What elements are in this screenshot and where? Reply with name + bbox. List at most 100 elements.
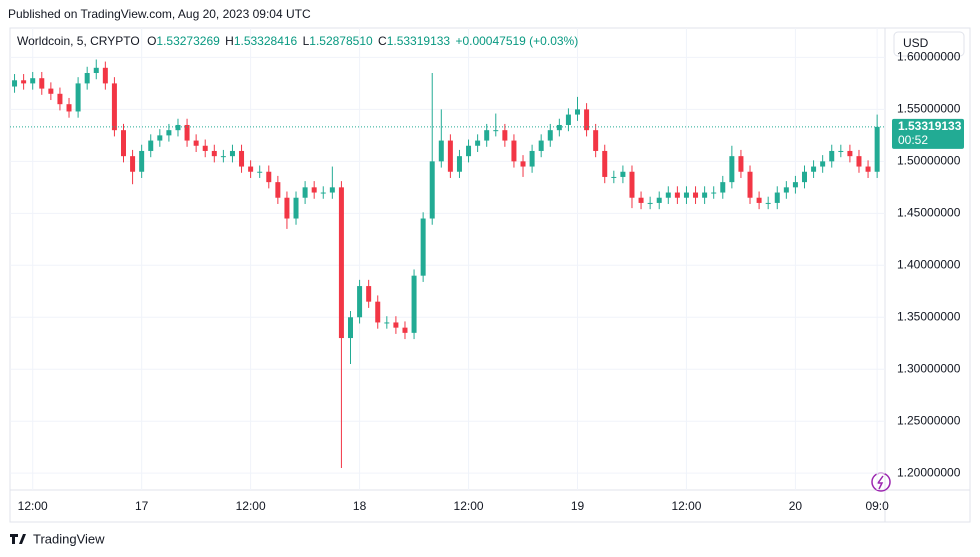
y-tick-label: 1.35000000 xyxy=(897,309,961,323)
candle-body xyxy=(184,124,190,141)
candle-body xyxy=(12,80,18,87)
candle-body xyxy=(384,322,390,324)
candle-body xyxy=(402,327,408,333)
candle-body xyxy=(130,156,136,172)
symbol: Worldcoin, 5, CRYPTO xyxy=(17,34,140,48)
currency-button[interactable] xyxy=(893,31,965,57)
candle-body xyxy=(865,166,871,172)
candle-body xyxy=(375,301,381,323)
candle-body xyxy=(84,73,90,84)
candle-body xyxy=(30,78,36,84)
candle-body xyxy=(874,126,880,172)
x-tick-label: 12:00 xyxy=(18,499,48,513)
candle-body xyxy=(738,156,744,172)
x-tick-label: 09:0 xyxy=(865,499,889,513)
candle-body xyxy=(792,182,798,188)
candle-body xyxy=(121,130,126,157)
candle-body xyxy=(838,150,844,152)
candle-body xyxy=(620,171,626,177)
published-note: Published on TradingView.com, Aug 20, 20… xyxy=(8,7,311,21)
candle-body xyxy=(747,171,753,198)
x-tick-label: 19 xyxy=(571,499,585,513)
candle-body xyxy=(538,140,544,151)
candle-body xyxy=(556,124,562,131)
candle-body xyxy=(820,161,826,167)
candle-body xyxy=(148,140,154,151)
candle-body xyxy=(638,197,644,203)
candle-body xyxy=(693,192,699,198)
countdown-label: 00:52 xyxy=(898,133,928,147)
candle-body xyxy=(311,187,317,193)
candle-body xyxy=(702,192,708,198)
candle-body xyxy=(765,202,771,204)
candle-body xyxy=(674,192,680,198)
candle-body xyxy=(220,156,226,158)
candle-body xyxy=(102,67,108,84)
c-label: C xyxy=(378,34,387,48)
x-tick-label: 18 xyxy=(353,499,367,513)
candle-body xyxy=(229,150,235,157)
candle-body xyxy=(139,150,145,172)
candles xyxy=(12,59,880,468)
candle-body xyxy=(93,67,99,74)
candle-body xyxy=(239,150,245,167)
candle-body xyxy=(202,145,208,151)
candle-body xyxy=(529,150,535,167)
o-label: O xyxy=(147,34,156,48)
candle-body xyxy=(847,150,853,157)
candle-body xyxy=(802,171,807,183)
brand-logo xyxy=(10,534,26,544)
candle-body xyxy=(520,161,526,167)
candle-body xyxy=(193,140,199,146)
ohlc-legend: Worldcoin, 5, CRYPTO O1.53273269 H1.5332… xyxy=(17,34,578,48)
last-price-label: 1.53319133 xyxy=(898,119,962,133)
candle-body xyxy=(338,187,344,339)
candle-body xyxy=(39,78,45,89)
y-tick-label: 1.45000000 xyxy=(897,205,961,219)
y-tick-label: 1.60000000 xyxy=(897,50,961,64)
candle-body xyxy=(575,109,580,115)
candle-body xyxy=(629,171,635,198)
candle-body xyxy=(584,109,590,131)
candle-body xyxy=(438,140,444,162)
candle-body xyxy=(856,156,862,167)
x-tick-label: 17 xyxy=(135,499,149,513)
candle-body xyxy=(683,192,689,198)
candle-body xyxy=(456,156,462,172)
candle-body xyxy=(248,166,254,172)
h-label: H xyxy=(225,34,234,48)
candle-body xyxy=(475,140,481,146)
x-tick-label: 20 xyxy=(789,499,803,513)
candle-body xyxy=(484,130,490,141)
candle-body xyxy=(284,197,290,219)
c-value: 1.53319133 xyxy=(387,34,451,48)
candle-body xyxy=(257,171,263,173)
candle-body xyxy=(593,130,599,151)
candle-body xyxy=(411,275,417,333)
y-tick-label: 1.30000000 xyxy=(897,361,961,375)
h-value: 1.53328416 xyxy=(234,34,298,48)
candle-body xyxy=(711,192,717,194)
logo-mark xyxy=(10,534,26,544)
candle-body xyxy=(302,187,308,198)
candle-body xyxy=(111,83,117,131)
candle-body xyxy=(157,135,163,141)
x-tick-label: 12:00 xyxy=(236,499,266,513)
candle-body xyxy=(75,83,81,112)
candle-body xyxy=(466,145,472,157)
candle-body xyxy=(175,124,181,131)
candle-body xyxy=(21,80,27,84)
candle-body xyxy=(720,182,726,193)
candle-body xyxy=(211,150,217,157)
chart-frame xyxy=(9,27,971,523)
x-tick-label: 12:00 xyxy=(671,499,701,513)
candle-body xyxy=(611,176,617,178)
candle-body xyxy=(783,187,789,193)
y-tick-label: 1.40000000 xyxy=(897,257,961,271)
candle-body xyxy=(357,286,363,318)
candle-body xyxy=(647,202,653,204)
candle-body xyxy=(66,104,72,112)
brand-name: TradingView xyxy=(33,531,105,546)
